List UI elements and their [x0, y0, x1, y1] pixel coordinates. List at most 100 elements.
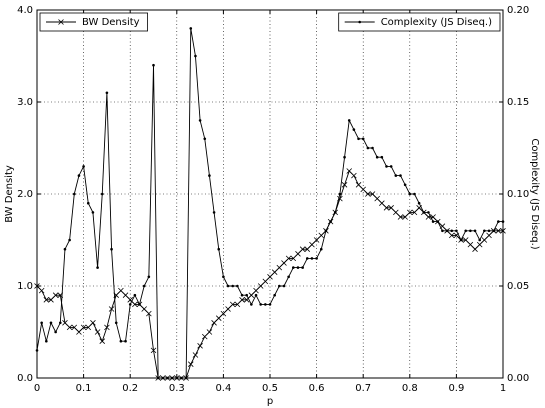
marker	[262, 278, 269, 285]
marker	[478, 238, 482, 242]
marker	[94, 329, 101, 335]
marker	[225, 306, 231, 312]
marker	[71, 324, 78, 331]
marker	[91, 211, 95, 214]
x-tick-label: 1	[500, 383, 506, 394]
marker	[473, 229, 477, 233]
marker	[301, 266, 304, 269]
marker	[407, 209, 413, 216]
marker	[273, 293, 276, 297]
marker	[309, 241, 315, 248]
marker	[436, 220, 440, 223]
marker	[86, 201, 90, 205]
marker	[486, 232, 492, 239]
marker	[49, 321, 53, 325]
x-tick-label: 0.5	[262, 383, 278, 394]
marker	[497, 220, 500, 223]
y2-tick-label: 0.10	[507, 189, 529, 200]
marker	[231, 284, 235, 288]
marker	[236, 284, 239, 288]
marker	[417, 201, 421, 205]
marker	[114, 321, 118, 325]
x-tick-label: 0	[34, 383, 40, 394]
marker	[77, 174, 81, 177]
marker	[152, 63, 155, 67]
x-tick-label: 0.6	[309, 383, 325, 394]
marker	[299, 246, 306, 252]
x-tick-label: 0.2	[122, 383, 138, 394]
marker	[360, 186, 366, 193]
marker	[393, 209, 399, 216]
marker	[304, 246, 311, 252]
y2-tick-label: 0.20	[507, 5, 529, 16]
marker	[462, 237, 469, 243]
marker	[100, 192, 104, 196]
marker	[104, 324, 110, 331]
marker	[147, 275, 151, 279]
y-tick-label: 0.0	[17, 373, 33, 384]
marker	[333, 211, 337, 214]
x-tick-label: 0.8	[402, 383, 418, 394]
marker	[161, 376, 165, 380]
marker	[48, 297, 54, 303]
marker	[341, 182, 348, 188]
marker	[467, 241, 474, 248]
marker	[80, 324, 87, 331]
marker	[411, 209, 418, 216]
x-tick-label: 0.7	[355, 383, 371, 394]
marker	[34, 283, 40, 289]
marker	[257, 283, 264, 289]
marker	[448, 232, 455, 239]
marker	[54, 330, 57, 334]
marker	[374, 195, 380, 202]
marker	[399, 174, 402, 177]
marker	[52, 292, 59, 298]
marker	[445, 229, 449, 233]
marker	[469, 229, 472, 233]
marker	[38, 287, 45, 294]
marker	[85, 324, 92, 331]
marker	[187, 361, 194, 367]
marker	[62, 320, 68, 326]
marker	[239, 297, 245, 303]
marker	[68, 238, 71, 242]
marker	[285, 255, 292, 262]
marker	[295, 251, 301, 257]
marker	[441, 229, 444, 233]
marker	[40, 321, 43, 325]
marker	[385, 165, 388, 168]
marker	[110, 247, 113, 251]
marker	[189, 27, 193, 30]
marker	[201, 333, 208, 340]
marker	[133, 293, 137, 297]
legend-label: BW Density	[82, 17, 140, 28]
marker	[229, 301, 236, 308]
marker	[271, 269, 278, 275]
marker	[226, 284, 230, 288]
marker	[217, 247, 221, 251]
marker	[352, 128, 356, 131]
marker	[413, 192, 416, 196]
marker	[408, 192, 412, 196]
marker	[170, 376, 174, 380]
marker	[212, 211, 216, 214]
y-tick-label: 1.0	[17, 281, 33, 292]
y2-axis-label: Complexity (JS Diseq.)	[529, 138, 540, 249]
marker	[72, 192, 76, 196]
marker	[402, 214, 408, 220]
marker	[66, 324, 73, 331]
marker	[305, 257, 309, 260]
marker	[487, 229, 491, 233]
marker	[464, 229, 468, 233]
marker	[264, 303, 267, 306]
marker	[375, 155, 379, 159]
marker	[203, 137, 207, 141]
marker	[476, 241, 483, 248]
marker	[329, 220, 332, 223]
marker	[310, 257, 314, 260]
marker	[175, 376, 179, 380]
marker	[59, 321, 62, 325]
marker	[192, 352, 199, 358]
marker	[358, 20, 361, 24]
